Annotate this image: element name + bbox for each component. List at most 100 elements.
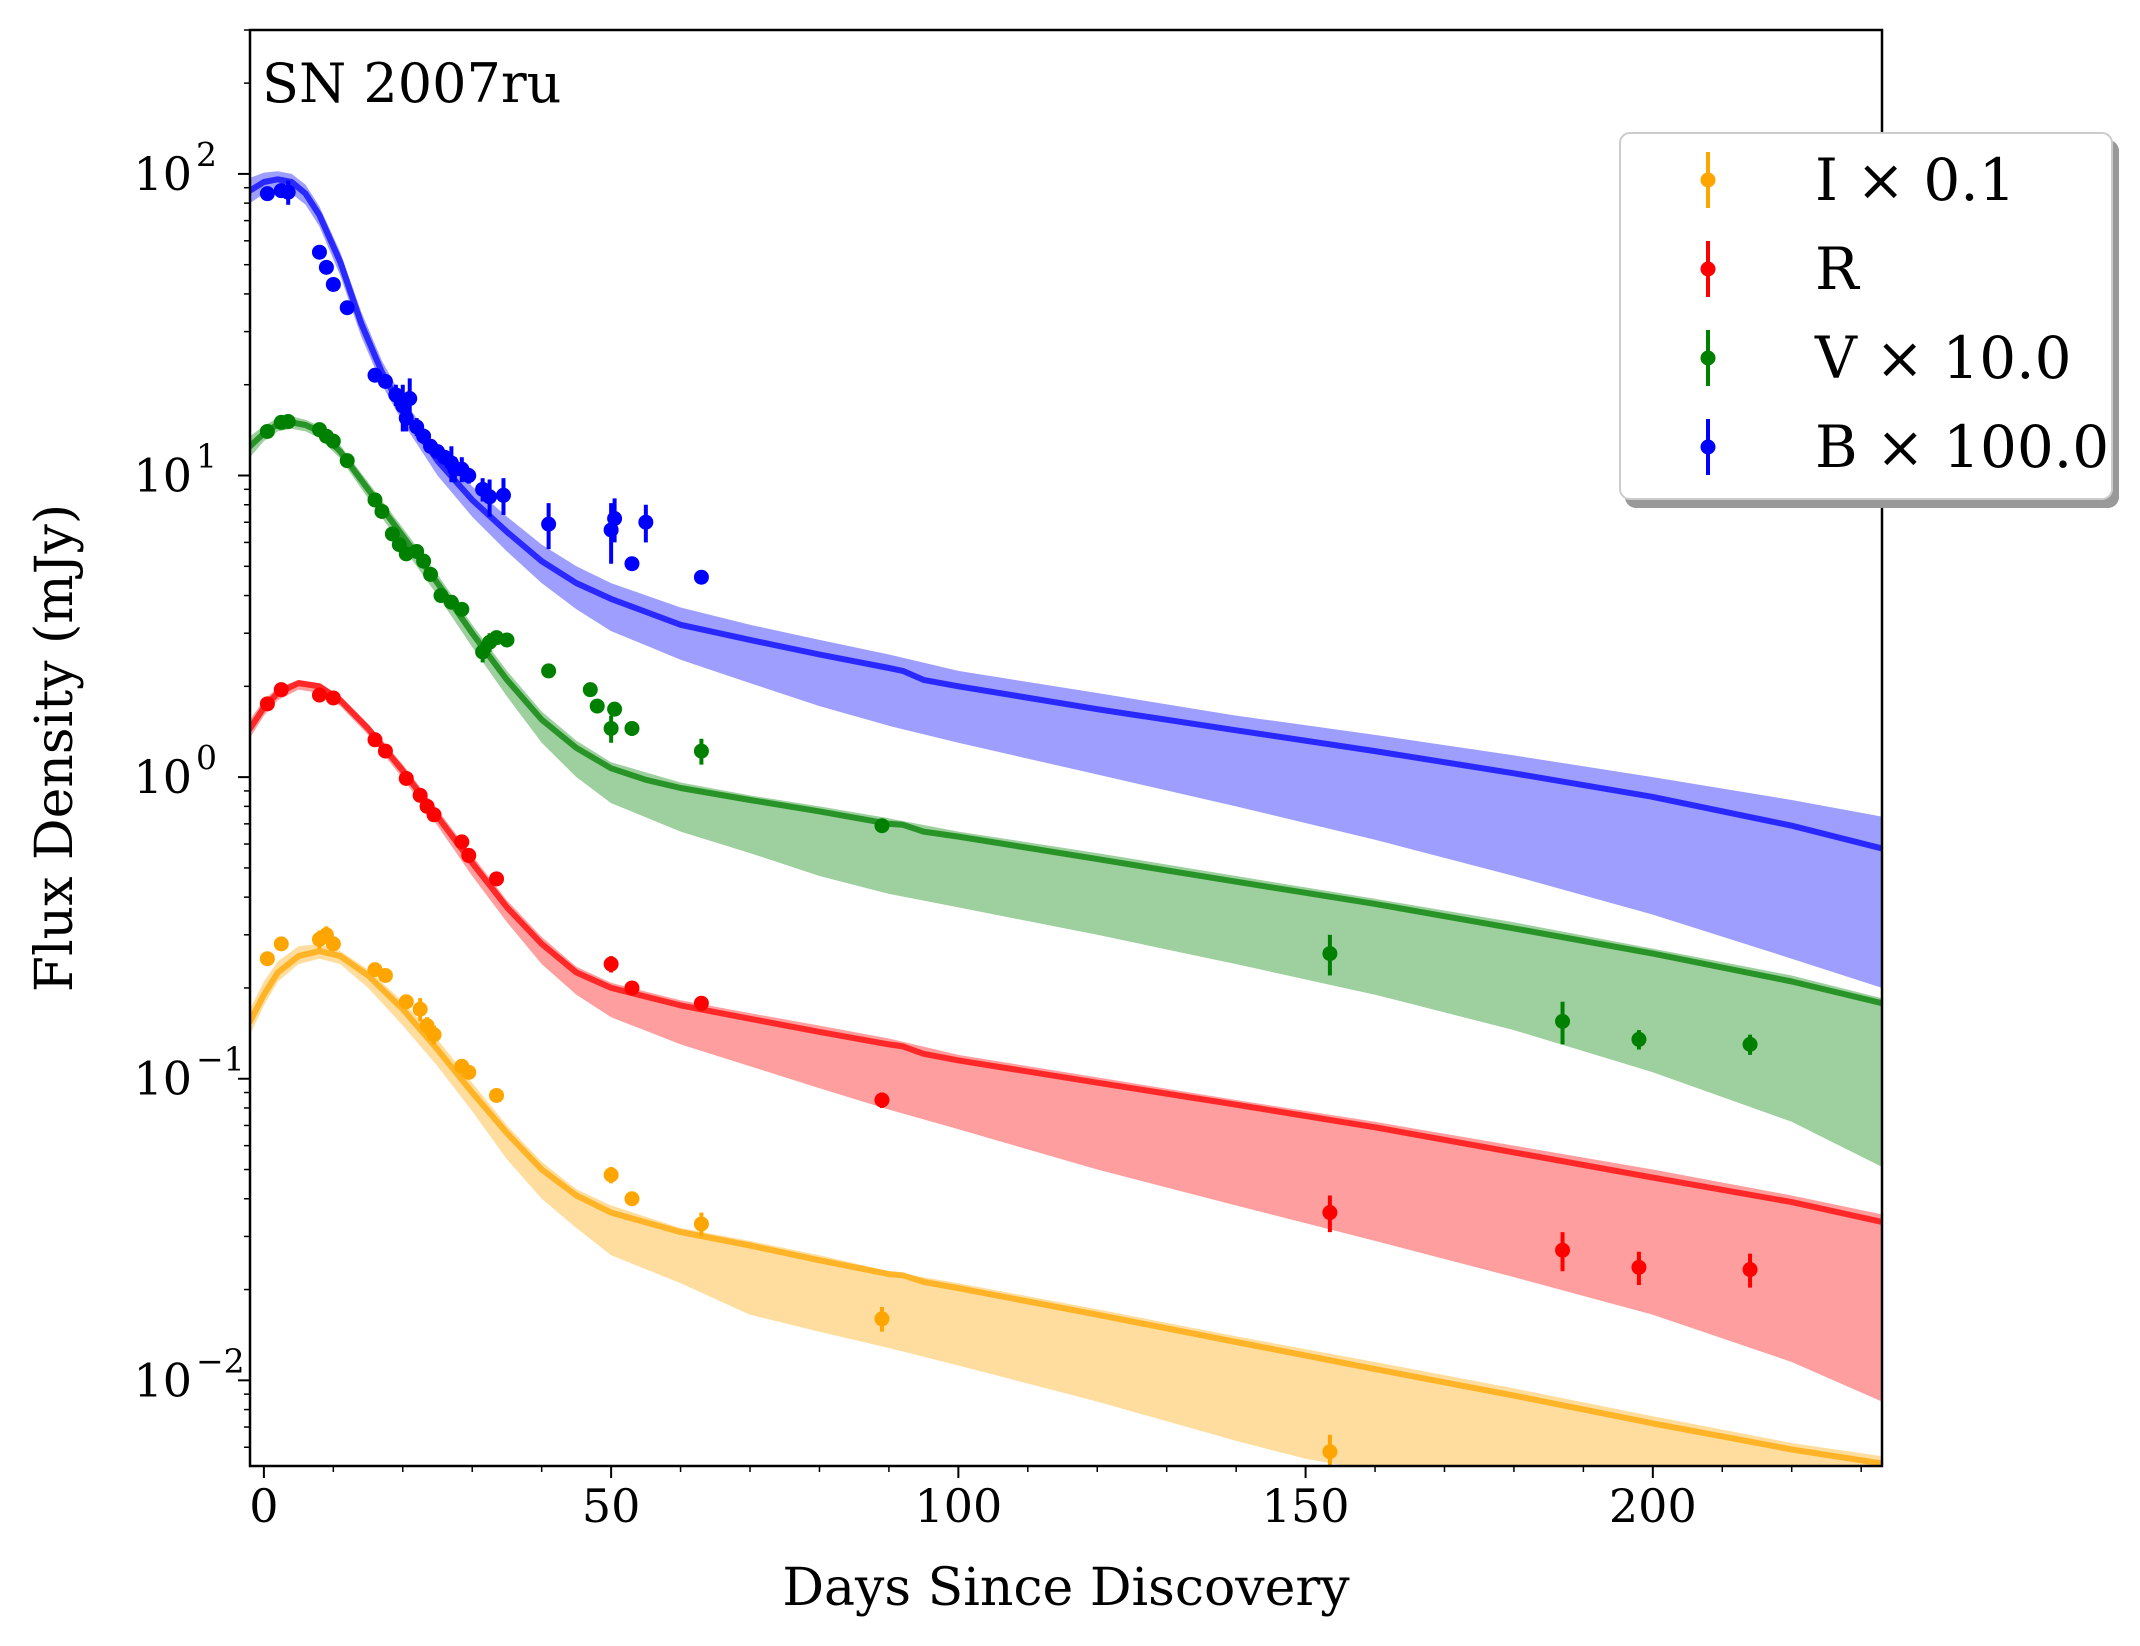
point-marker	[693, 743, 709, 759]
data-point	[423, 566, 439, 582]
point-marker	[1322, 1205, 1338, 1221]
data-point	[1555, 1001, 1571, 1045]
data-point	[482, 479, 498, 517]
point-marker	[1555, 1013, 1571, 1029]
data-point	[325, 690, 341, 706]
point-marker	[489, 871, 505, 887]
y-tick-label: 10	[133, 1353, 192, 1407]
legend-label: V × 10.0	[1814, 324, 2072, 392]
point-marker	[603, 956, 619, 972]
data-point	[426, 1025, 442, 1045]
data-point	[461, 847, 477, 863]
data-point	[1631, 1251, 1647, 1286]
point-marker	[426, 807, 442, 823]
band-series-2	[250, 416, 1882, 1167]
point-marker	[412, 787, 428, 803]
point-marker	[259, 696, 275, 712]
point-marker	[482, 489, 498, 505]
data-point	[412, 998, 428, 1022]
x-tick-label: 100	[914, 1479, 1002, 1533]
data-point	[325, 433, 341, 449]
data-point	[1322, 1195, 1338, 1233]
data-point	[489, 1087, 505, 1103]
point-marker	[499, 632, 515, 648]
x-tick-label: 0	[249, 1479, 278, 1533]
data-point	[339, 300, 355, 316]
data-point	[367, 492, 383, 508]
point-marker	[388, 387, 404, 403]
point-marker	[280, 414, 296, 430]
point-marker	[624, 1191, 640, 1207]
point-marker	[489, 1087, 505, 1103]
data-point	[603, 956, 619, 973]
point-marker	[273, 936, 289, 952]
data-point	[638, 504, 654, 543]
x-tick-label: 200	[1609, 1479, 1697, 1533]
uncertainty-bands	[250, 171, 1882, 1466]
data-points	[259, 180, 1758, 1466]
y-tick-exponent: −2	[196, 1341, 245, 1380]
data-point	[1322, 934, 1338, 976]
point-marker	[589, 698, 605, 714]
point-marker	[638, 514, 654, 530]
data-point	[374, 503, 390, 519]
legend-marker	[1700, 439, 1716, 455]
data-point	[311, 244, 327, 260]
data-point	[624, 980, 640, 996]
data-point	[280, 414, 296, 430]
y-tick-label: 10	[133, 147, 192, 201]
data-point	[589, 698, 605, 714]
data-point	[259, 696, 275, 712]
data-point	[693, 738, 709, 765]
y-axis-title: Flux Density (mJy)	[25, 504, 85, 992]
point-marker	[402, 391, 418, 407]
data-point	[339, 453, 355, 469]
data-point	[1555, 1232, 1571, 1272]
legend-marker	[1700, 172, 1716, 188]
y-tick-exponent: 0	[196, 738, 217, 777]
data-point	[603, 715, 619, 743]
data-point	[693, 995, 709, 1011]
data-point	[259, 951, 275, 967]
x-tick-label: 50	[582, 1479, 641, 1533]
y-tick-label: 10	[133, 449, 192, 503]
point-marker	[423, 566, 439, 582]
y-tick-label: 10	[133, 1052, 192, 1106]
point-marker	[693, 1216, 709, 1232]
legend[interactable]: I × 0.1 R V × 10.0 B × 100.0	[1619, 132, 2113, 500]
data-point	[384, 526, 400, 542]
data-point	[318, 259, 334, 275]
data-point	[426, 807, 442, 823]
data-point	[454, 834, 470, 850]
point-marker	[454, 601, 470, 617]
legend-entry: V × 10.0	[1700, 324, 2072, 392]
data-point	[607, 498, 623, 543]
y-tick-exponent: 1	[196, 437, 217, 476]
point-marker	[259, 186, 275, 202]
data-point	[325, 276, 341, 292]
point-marker	[426, 1027, 442, 1043]
point-marker	[339, 453, 355, 469]
band-series-1	[250, 679, 1882, 1402]
band-series-0	[250, 943, 1882, 1466]
data-point	[541, 503, 557, 550]
data-point	[412, 787, 428, 803]
data-point	[259, 423, 275, 439]
point-marker	[367, 732, 383, 748]
band-series-3	[250, 171, 1882, 988]
data-point	[325, 936, 341, 952]
point-marker	[311, 244, 327, 260]
point-marker	[624, 556, 640, 572]
point-marker	[541, 663, 557, 679]
data-point	[603, 1166, 619, 1184]
data-point	[273, 936, 289, 952]
model-line-series-0	[250, 948, 1882, 1466]
data-point	[367, 732, 383, 748]
data-point	[874, 1307, 890, 1332]
data-point	[377, 743, 393, 759]
point-marker	[377, 967, 393, 983]
point-marker	[325, 433, 341, 449]
